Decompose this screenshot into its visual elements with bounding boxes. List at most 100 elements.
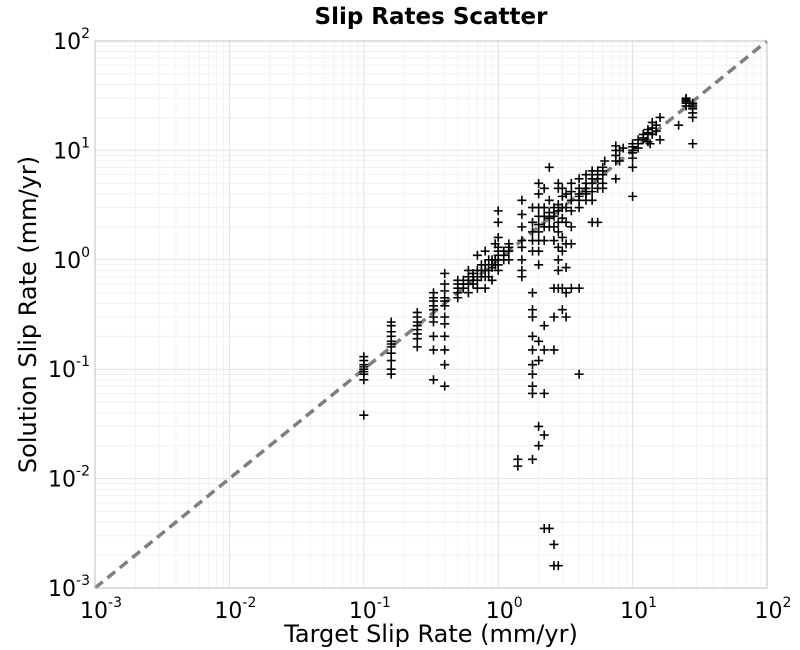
data-point xyxy=(651,120,661,130)
data-point xyxy=(539,211,549,221)
data-point xyxy=(557,183,567,193)
data-point xyxy=(615,156,625,166)
x-tick-label: 10-3 xyxy=(80,595,122,624)
data-point xyxy=(480,246,490,256)
data-point xyxy=(480,283,490,293)
data-point xyxy=(561,312,571,322)
x-tick-label: 10-1 xyxy=(349,595,391,624)
data-point xyxy=(528,369,538,379)
x-tick-label-base: 10 xyxy=(620,599,648,624)
data-point xyxy=(539,388,549,398)
data-point xyxy=(574,369,584,379)
data-point xyxy=(440,312,450,322)
data-point xyxy=(598,178,608,188)
data-point xyxy=(472,283,482,293)
data-point xyxy=(440,360,450,370)
x-axis-label: Target Slip Rate (mm/yr) xyxy=(283,620,578,648)
x-tick-label-base: 10 xyxy=(214,599,242,624)
data-point xyxy=(566,239,576,249)
data-point xyxy=(549,222,559,232)
y-tick-label-base: 10 xyxy=(48,358,76,383)
data-point xyxy=(681,93,691,103)
data-point xyxy=(539,203,549,213)
x-tick-label-exponent: 1 xyxy=(648,595,657,611)
data-point xyxy=(359,352,369,362)
chart-title: Slip Rates Scatter xyxy=(315,4,549,30)
data-point xyxy=(643,125,653,135)
data-point xyxy=(553,227,563,237)
data-point xyxy=(655,112,665,122)
y-tick-label: 102 xyxy=(53,26,90,55)
data-point xyxy=(359,362,369,372)
data-point xyxy=(539,430,549,440)
x-tick-label-exponent: -2 xyxy=(242,595,256,611)
data-point xyxy=(517,255,527,265)
data-point xyxy=(534,421,544,431)
y-tick-label-exponent: 2 xyxy=(81,26,90,42)
data-point xyxy=(561,203,571,213)
data-point xyxy=(566,283,576,293)
data-point xyxy=(593,217,603,227)
data-point xyxy=(566,222,576,232)
x-tick-labels: 10-3 10-2 10-1 100 101 102 xyxy=(80,595,791,624)
data-point xyxy=(428,288,438,298)
data-point xyxy=(574,174,584,184)
data-point xyxy=(557,283,567,293)
data-point xyxy=(553,178,563,188)
data-point xyxy=(561,288,571,298)
data-point xyxy=(534,246,544,256)
data-point xyxy=(539,321,549,331)
x-tick-label-exponent: -1 xyxy=(377,595,391,611)
x-tick-label-base: 10 xyxy=(349,599,377,624)
data-point xyxy=(493,242,503,252)
grid xyxy=(94,40,768,589)
data-point xyxy=(528,345,538,355)
data-point xyxy=(534,220,544,230)
y-axis-label: Solution Slip Rate (mm/yr) xyxy=(14,156,42,473)
y-tick-label-base: 10 xyxy=(48,468,76,493)
data-point xyxy=(412,342,422,352)
x-tick-label-base: 10 xyxy=(80,599,108,624)
y-tick-label-exponent: 0 xyxy=(81,245,90,261)
data-point xyxy=(561,217,571,227)
data-point xyxy=(534,178,544,188)
data-point xyxy=(517,195,527,205)
data-point xyxy=(628,162,638,172)
data-point xyxy=(557,246,567,256)
data-point xyxy=(493,217,503,227)
y-tick-label: 10-1 xyxy=(48,354,90,383)
data-point xyxy=(504,255,514,265)
data-point xyxy=(528,454,538,464)
data-point xyxy=(428,331,438,341)
data-point xyxy=(517,222,527,232)
data-point xyxy=(681,101,691,111)
data-point xyxy=(513,461,523,471)
data-point xyxy=(574,283,584,293)
data-point xyxy=(386,317,396,327)
data-point xyxy=(553,217,563,227)
data-point xyxy=(553,255,563,265)
data-point xyxy=(549,345,559,355)
data-point xyxy=(493,232,503,242)
data-point xyxy=(645,139,655,149)
data-point xyxy=(553,242,563,252)
data-point xyxy=(539,183,549,193)
data-point xyxy=(566,195,576,205)
y-tick-label-base: 10 xyxy=(48,577,76,602)
data-point xyxy=(428,345,438,355)
data-point xyxy=(544,195,554,205)
data-point xyxy=(539,236,549,246)
data-point xyxy=(528,360,538,370)
data-point xyxy=(688,98,698,108)
reference-line xyxy=(93,39,769,590)
data-point xyxy=(566,178,576,188)
data-point xyxy=(566,206,576,216)
data-point xyxy=(553,561,563,571)
x-tick-label-base: 10 xyxy=(755,599,783,624)
x-tick-label: 100 xyxy=(486,595,523,624)
data-point xyxy=(534,189,544,199)
data-point xyxy=(549,211,559,221)
data-point xyxy=(553,265,563,275)
